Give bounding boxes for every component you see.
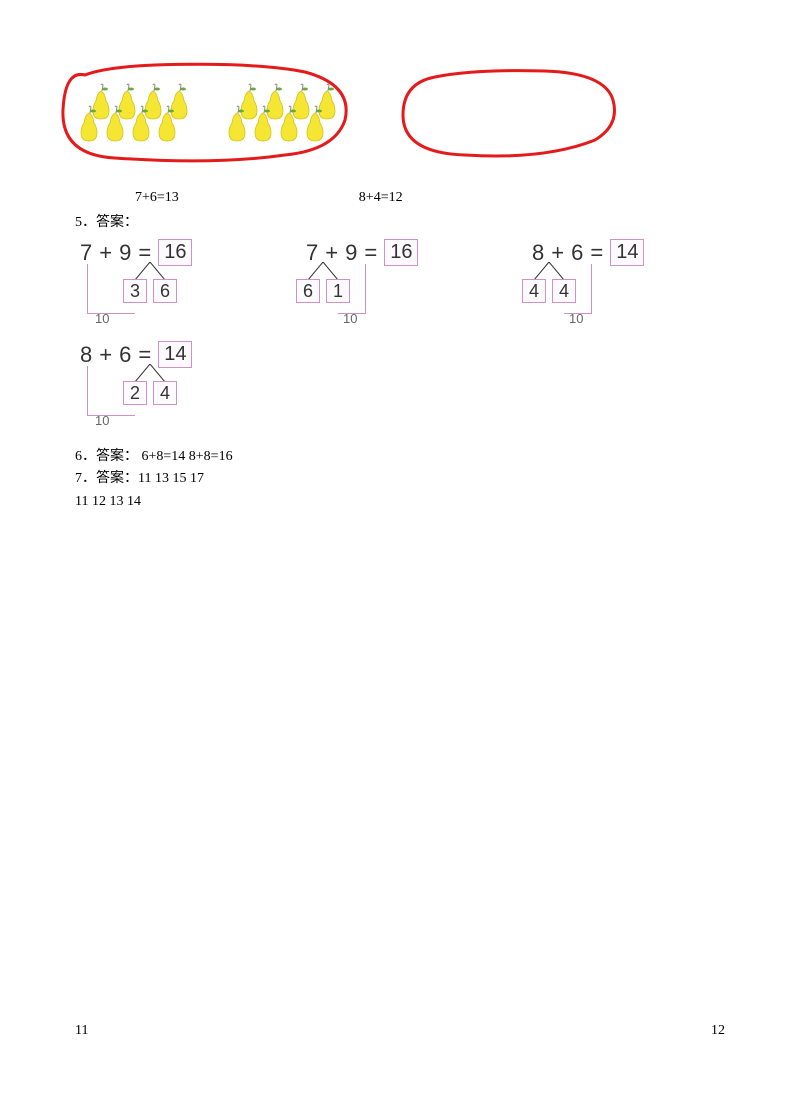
d2-s1: 6 — [296, 279, 320, 303]
d3-ten: 10 — [569, 311, 583, 326]
q5-label: 5．答案： — [75, 211, 725, 231]
equals-icon: = — [590, 240, 603, 266]
q7-line-b: 11 12 13 14 — [75, 491, 725, 513]
d3-ans: 14 — [610, 239, 644, 266]
d3-b: 6 — [571, 240, 583, 266]
d4-ten: 10 — [95, 413, 109, 428]
caption-1: 7+6=13 — [135, 190, 179, 206]
diagrams-row-2: 8 + 6 = 14 2 4 10 — [75, 341, 725, 431]
d2-ten: 10 — [343, 311, 357, 326]
d4-a: 8 — [80, 342, 92, 368]
diagram-1: 7 + 9 = 16 3 6 10 — [75, 239, 255, 329]
diagram-2: 7 + 9 = 16 6 1 10 — [301, 239, 481, 329]
d2-b: 9 — [345, 240, 357, 266]
d1-a: 7 — [80, 240, 92, 266]
d1-ten: 10 — [95, 311, 109, 326]
d4-s2: 4 — [153, 381, 177, 405]
diagrams-row-1: 7 + 9 = 16 3 6 10 7 + 9 = 16 6 1 — [75, 239, 725, 329]
plus-icon: + — [99, 240, 112, 266]
q7-line-a: 7．答案：11 13 15 17 — [75, 468, 725, 490]
plus-icon: + — [99, 342, 112, 368]
diagram-3: 8 + 6 = 14 4 4 10 — [527, 239, 707, 329]
d1-s2: 6 — [153, 279, 177, 303]
pears-illustration — [75, 75, 725, 185]
d3-s1: 4 — [522, 279, 546, 303]
diagram-4: 8 + 6 = 14 2 4 10 — [75, 341, 255, 431]
equals-icon: = — [364, 240, 377, 266]
page-footer: 11 12 — [75, 1023, 725, 1039]
red-circle-right — [395, 65, 625, 165]
d2-ans: 16 — [384, 239, 418, 266]
caption-2: 8+4=12 — [359, 190, 403, 206]
caption-row: 7+6=13 8+4=12 — [75, 190, 725, 206]
page-num-right: 12 — [711, 1023, 725, 1039]
page-num-left: 11 — [75, 1023, 88, 1039]
q6-line: 6．答案： 6+8=14 8+8=16 — [75, 446, 725, 468]
